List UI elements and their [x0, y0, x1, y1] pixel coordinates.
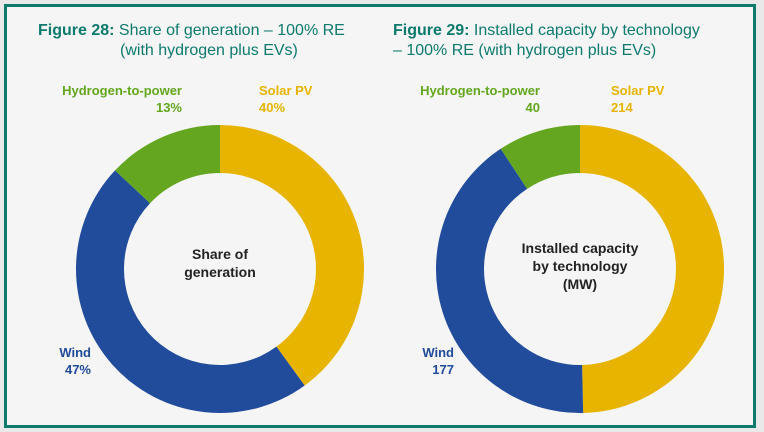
slice-wind: [76, 170, 305, 413]
data-label-wind: 47%: [65, 362, 91, 377]
figure-28-title-line2: (with hydrogen plus EVs): [120, 42, 298, 59]
data-label-solar-pv: 40%: [259, 100, 285, 115]
center-label-line: generation: [184, 264, 256, 280]
slice-solar-pv: [220, 125, 364, 386]
data-label-hydrogen-to-power: 40: [526, 100, 540, 115]
slice-solar-pv: [580, 124, 725, 413]
figure-28-number: Figure 28:: [38, 22, 115, 39]
figure-29-number: Figure 29:: [393, 22, 470, 39]
legend-label-solar-pv: Solar PV: [611, 83, 665, 98]
legend-label-wind: Wind: [422, 345, 454, 360]
data-label-hydrogen-to-power: 13%: [156, 100, 182, 115]
center-label-line: Installed capacity: [522, 240, 639, 256]
legend-label-hydrogen-to-power: Hydrogen-to-power: [420, 83, 540, 98]
legend-label-hydrogen-to-power: Hydrogen-to-power: [62, 83, 182, 98]
figure-28-title: Figure 28: Share of generation – 100% RE…: [38, 21, 345, 61]
share-of-generation-donut: Solar PV 40% Wind 47% Hydrogen-to-power 13% Sh…: [59, 83, 364, 413]
figure-29-title: Figure 29: Installed capacity by technol…: [393, 21, 700, 61]
legend-label-wind: Wind: [59, 345, 91, 360]
slice-hydrogen-to-power: [500, 125, 580, 189]
figure-29-title-line2: – 100% RE (with hydrogen plus EVs): [393, 42, 657, 59]
figure-29-title-line1: Installed capacity by technology: [473, 22, 700, 39]
center-label-line: Share of: [192, 246, 248, 262]
data-label-wind: 177: [432, 362, 454, 377]
center-label-line: (MW): [563, 276, 597, 292]
legend-label-solar-pv: Solar PV: [259, 83, 313, 98]
center-label-line: by technology: [533, 258, 628, 274]
data-label-solar-pv: 214: [611, 100, 633, 115]
slice-wind: [435, 148, 584, 413]
installed-capacity-donut: Solar PV 214 Wind 177 Hydrogen-to-power 40 Ins…: [420, 83, 725, 413]
figure-28-title-line1: Share of generation – 100% RE: [118, 22, 345, 39]
slice-hydrogen-to-power: [115, 125, 220, 204]
figure-panel: Figure 28: Share of generation – 100% RE…: [4, 4, 756, 428]
